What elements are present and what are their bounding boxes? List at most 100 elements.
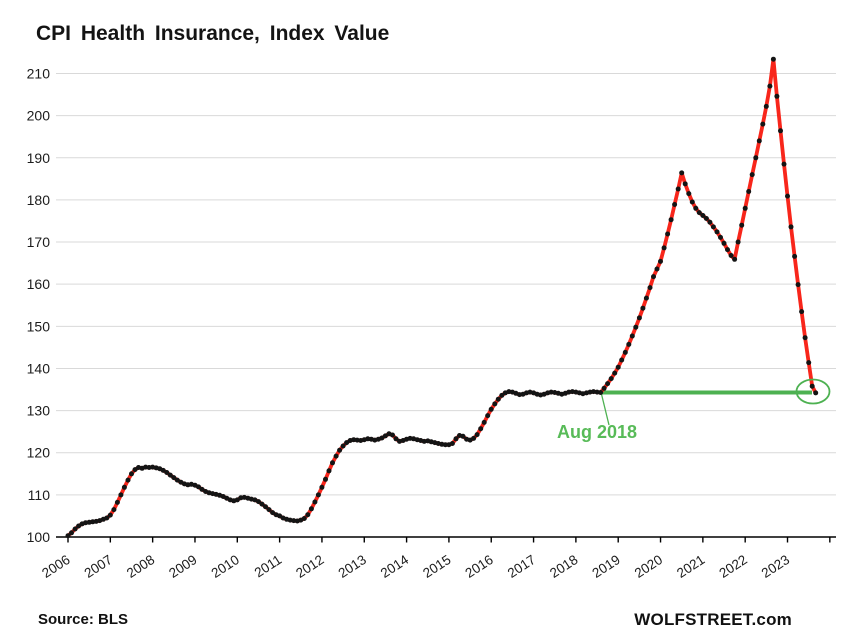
data-point-marker bbox=[693, 205, 699, 211]
data-point-marker bbox=[608, 376, 614, 382]
x-tick-label: 2012 bbox=[293, 552, 326, 581]
data-point-marker bbox=[756, 138, 762, 144]
aug-2018-annotation-label: Aug 2018 bbox=[557, 422, 637, 442]
x-tick-label: 2021 bbox=[674, 552, 707, 581]
data-point-marker bbox=[488, 406, 494, 412]
data-point-marker bbox=[492, 401, 498, 407]
data-point-marker bbox=[449, 441, 455, 446]
data-point-marker bbox=[326, 468, 332, 474]
x-tick-label: 2009 bbox=[166, 552, 199, 581]
data-point-marker bbox=[788, 224, 794, 230]
data-point-marker bbox=[806, 360, 812, 366]
data-point-marker bbox=[700, 213, 706, 218]
data-point-marker bbox=[453, 436, 459, 442]
data-point-marker bbox=[601, 385, 607, 391]
data-point-marker bbox=[732, 256, 738, 262]
data-point-marker bbox=[813, 390, 819, 396]
x-tick-label: 2019 bbox=[589, 552, 622, 581]
cpi-series-line bbox=[66, 57, 818, 538]
x-tick-label: 2018 bbox=[547, 552, 580, 581]
data-point-marker bbox=[770, 56, 776, 62]
data-point-marker bbox=[481, 419, 487, 425]
data-point-marker bbox=[735, 239, 741, 245]
data-point-marker bbox=[622, 349, 628, 355]
data-point-marker bbox=[647, 285, 653, 291]
data-point-marker bbox=[696, 210, 702, 216]
wolfstreet-watermark: WOLFSTREET.com bbox=[634, 610, 792, 629]
y-tick-label: 100 bbox=[27, 529, 51, 545]
y-tick-label: 140 bbox=[27, 360, 51, 376]
data-point-marker bbox=[485, 413, 491, 419]
data-point-marker bbox=[640, 305, 646, 311]
data-point-marker bbox=[495, 396, 501, 402]
data-point-marker bbox=[301, 516, 307, 521]
data-point-marker bbox=[760, 121, 766, 127]
data-point-marker bbox=[598, 390, 604, 395]
data-point-marker bbox=[710, 224, 716, 230]
data-point-marker bbox=[795, 282, 801, 288]
data-point-marker bbox=[651, 274, 656, 280]
y-tick-label: 180 bbox=[27, 192, 51, 208]
data-point-marker bbox=[774, 93, 780, 99]
y-tick-label: 190 bbox=[27, 150, 51, 166]
data-point-marker bbox=[658, 258, 663, 264]
x-tick-label: 2011 bbox=[252, 552, 285, 580]
data-point-marker bbox=[390, 432, 395, 438]
data-point-marker bbox=[129, 471, 134, 477]
data-point-marker bbox=[65, 533, 71, 539]
data-point-marker bbox=[337, 447, 343, 453]
endpoint-highlight-ellipse bbox=[795, 378, 831, 405]
gridlines bbox=[56, 73, 836, 496]
data-point-marker bbox=[633, 324, 639, 330]
data-point-marker bbox=[612, 370, 618, 376]
data-point-marker bbox=[707, 219, 713, 225]
data-point-marker bbox=[319, 484, 325, 490]
data-point-marker bbox=[69, 530, 74, 536]
data-point-marker bbox=[686, 191, 692, 197]
y-tick-label: 200 bbox=[27, 108, 51, 124]
data-point-marker bbox=[703, 216, 709, 221]
x-tick-label: 2017 bbox=[505, 552, 538, 581]
data-point-marker bbox=[749, 172, 755, 178]
x-tick-label: 2014 bbox=[378, 552, 412, 581]
data-point-marker bbox=[167, 472, 173, 478]
data-point-marker bbox=[619, 357, 625, 363]
data-point-marker bbox=[742, 205, 748, 211]
y-tick-label: 170 bbox=[27, 234, 51, 250]
data-point-marker bbox=[107, 512, 113, 518]
data-point-marker bbox=[471, 435, 477, 441]
data-point-marker bbox=[330, 460, 335, 466]
data-point-marker bbox=[636, 315, 642, 321]
data-point-marker bbox=[256, 499, 261, 505]
data-point-marker bbox=[111, 507, 117, 513]
data-point-marker bbox=[442, 442, 448, 448]
data-point-marker bbox=[785, 193, 790, 199]
y-tick-label: 210 bbox=[27, 66, 51, 82]
y-tick-label: 120 bbox=[27, 445, 51, 461]
y-tick-label: 110 bbox=[28, 487, 51, 503]
data-point-marker bbox=[781, 161, 787, 167]
y-tick-label: 130 bbox=[27, 403, 51, 419]
x-tick-label: 2013 bbox=[336, 552, 369, 581]
x-tick-label: 2007 bbox=[82, 552, 115, 581]
data-point-marker bbox=[312, 499, 318, 505]
data-point-marker bbox=[654, 266, 660, 272]
data-point-marker bbox=[114, 499, 120, 505]
data-point-marker bbox=[474, 432, 480, 438]
source-label: Source: BLS bbox=[38, 611, 128, 628]
data-point-marker bbox=[746, 189, 752, 194]
data-point-marker bbox=[725, 247, 730, 253]
data-point-marker bbox=[682, 181, 688, 187]
data-point-marker bbox=[665, 231, 671, 237]
data-point-marker bbox=[460, 433, 466, 439]
x-axis-labels: 2006 2007 2008 2009 2010 2011 2012 2013 2014 2015… bbox=[39, 552, 792, 581]
data-point-marker bbox=[802, 335, 808, 341]
x-tick-label: 2020 bbox=[632, 552, 665, 581]
x-tick-label: 2016 bbox=[463, 552, 496, 581]
chart-title: CPI Health Insurance, Index Value bbox=[36, 22, 389, 45]
data-point-marker bbox=[753, 155, 759, 161]
data-point-marker bbox=[679, 170, 685, 176]
data-point-marker bbox=[739, 222, 745, 228]
data-point-marker bbox=[668, 217, 674, 223]
